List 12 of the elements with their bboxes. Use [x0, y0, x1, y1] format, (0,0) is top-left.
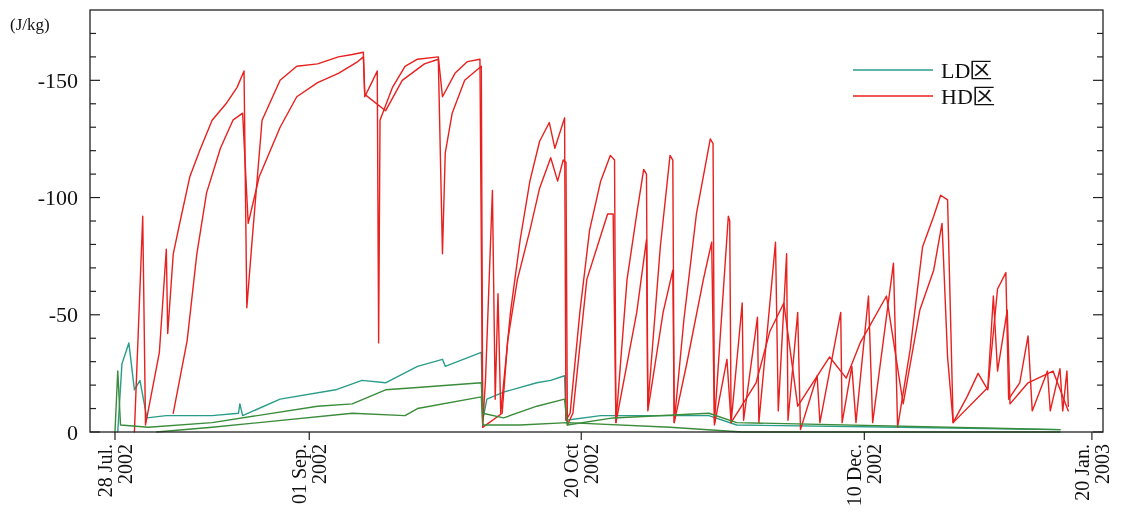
- y-tick-label: 0: [67, 419, 78, 445]
- y-tick-label: -150: [37, 67, 78, 93]
- x-tick-label: 28 Jul. 2002: [93, 444, 136, 498]
- y-tick-label: -100: [37, 185, 78, 211]
- x-tick-label: 01 Sep. 2002: [288, 444, 331, 504]
- y-axis-title: (J/kg): [10, 15, 50, 34]
- x-tick-label: 10 Dec. 2002: [843, 444, 886, 507]
- x-tick-label: 20 Oct 2002: [560, 443, 603, 498]
- y-tick-label: -50: [48, 302, 78, 328]
- x-tick-label: 20 Jan. 2003: [1070, 444, 1113, 501]
- legend-label: HD区: [941, 83, 995, 109]
- legend-label: LD区: [941, 57, 993, 83]
